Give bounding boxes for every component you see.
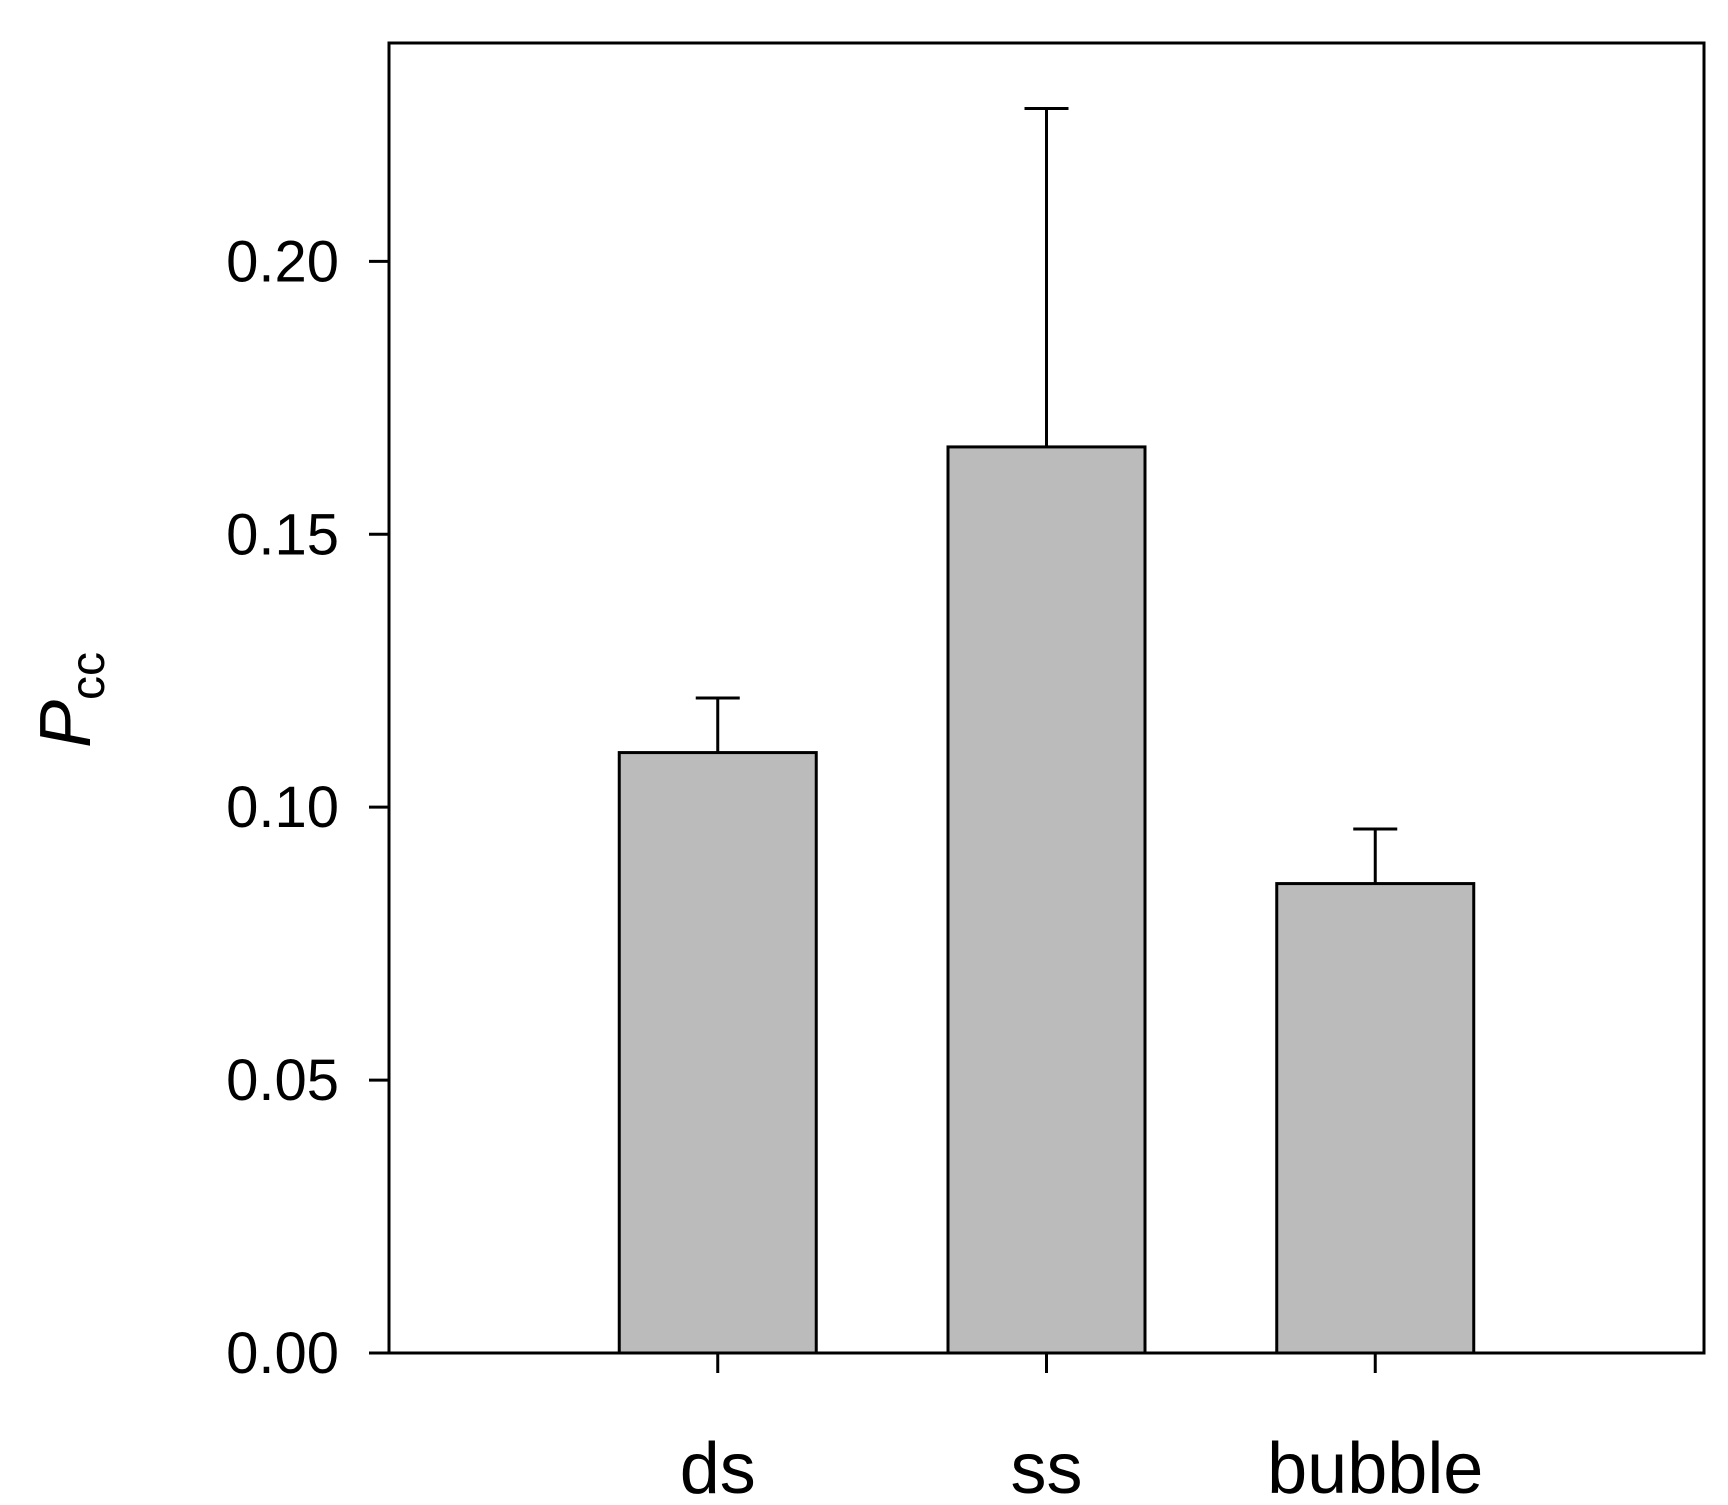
x-axis: ds ss bubble xyxy=(680,1353,1483,1505)
bar-bubble xyxy=(1275,882,1476,1355)
x-tick-label-ss: ss xyxy=(1011,1429,1083,1505)
bars-group xyxy=(617,107,1476,1355)
y-tick-label: 0.15 xyxy=(226,502,339,567)
bar-ds xyxy=(617,751,818,1355)
bar-ss xyxy=(946,445,1147,1355)
y-axis-label-sub: cc xyxy=(62,652,115,700)
x-tick-label-bubble: bubble xyxy=(1267,1429,1483,1505)
y-axis: 0.00 0.05 0.10 0.15 0.20 xyxy=(226,229,389,1386)
y-axis-label: Pcc xyxy=(26,652,115,748)
x-tick-label-ds: ds xyxy=(680,1429,756,1505)
y-tick-label: 0.05 xyxy=(226,1048,339,1113)
svg-text:Pcc: Pcc xyxy=(26,652,115,748)
y-axis-label-main: P xyxy=(26,700,106,748)
y-tick-label: 0.10 xyxy=(226,775,339,840)
y-tick-label: 0.20 xyxy=(226,229,339,294)
y-tick-label: 0.00 xyxy=(226,1321,339,1386)
